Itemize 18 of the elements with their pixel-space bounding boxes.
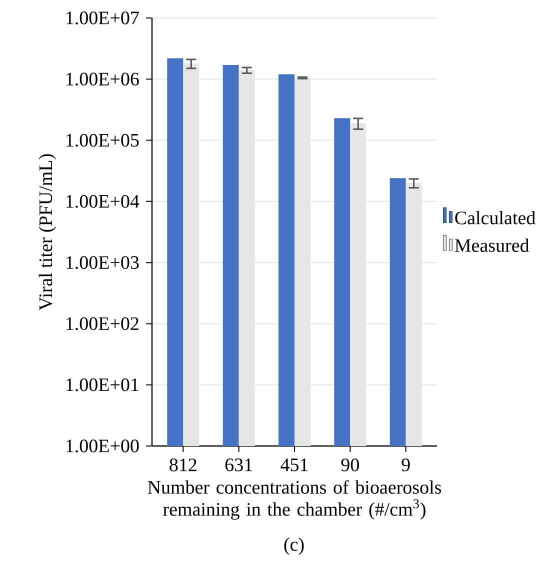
y-tick-label: 1.00E+02 <box>66 317 138 330</box>
x-tick-label: 631 <box>225 458 252 472</box>
legend-label: Calculated <box>455 210 536 224</box>
x-tick-label: 812 <box>170 458 196 472</box>
y-tick-label: 1.00E+01 <box>66 378 138 392</box>
x-axis-title: Number concentrations of bioaerosols remaining in the chamber (#/cm$^{3}$) <box>148 480 442 520</box>
legend-label: Measured <box>454 238 530 252</box>
x-tick-label: 9 <box>402 458 410 472</box>
y-tick-label: 1.00E+06 <box>66 72 139 86</box>
y-tick-label: 1.00E+05 <box>66 134 139 147</box>
y-tick-label: 1.00E+03 <box>66 256 139 270</box>
y-tick-label: 1.00E+07 <box>66 12 139 24</box>
x-tick-label: 90 <box>341 458 359 472</box>
y-tick-label: 1.00E+04 <box>66 194 140 208</box>
x-tick-label: 451 <box>280 458 308 472</box>
y-tick-label: 1.00E+00 <box>66 440 139 452</box>
text: (c) <box>284 538 304 555</box>
y-axis-title: Viral titer (PFU/mL) <box>38 154 56 310</box>
